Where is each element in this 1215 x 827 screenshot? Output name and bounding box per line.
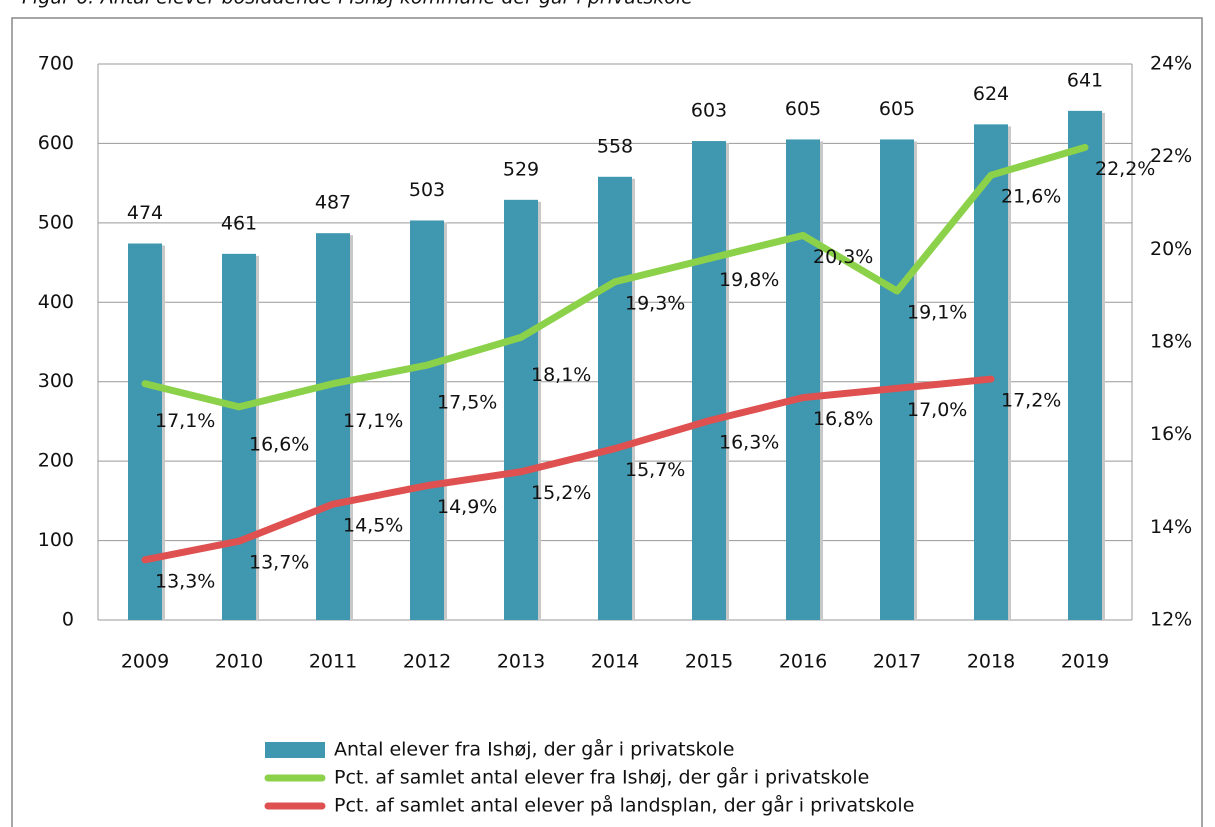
legend-label: Pct. af samlet antal elever på landsplan… (334, 794, 914, 817)
bar-value-label: 474 (127, 202, 163, 224)
bar (974, 124, 1008, 620)
y-tick-label: 400 (38, 291, 74, 313)
y-tick-label: 500 (38, 211, 74, 233)
line (141, 143, 1089, 411)
bar (692, 141, 726, 620)
bar (316, 233, 350, 620)
y2-tick-label: 22% (1150, 145, 1192, 167)
bar-value-label: 503 (409, 179, 445, 201)
line-value-label: 21,6% (1001, 186, 1061, 208)
x-tick-label: 2017 (873, 651, 921, 673)
line-value-label: 17,2% (1001, 390, 1061, 412)
bar (786, 139, 820, 620)
y-tick-label: 200 (38, 450, 74, 472)
line-value-label: 17,0% (907, 399, 967, 421)
bar (880, 139, 914, 620)
bar (504, 199, 538, 620)
legend-label: Antal elever fra Ishøj, der går i privat… (334, 738, 734, 761)
x-tick-label: 2013 (497, 651, 545, 673)
y2-tick-label: 14% (1150, 516, 1192, 538)
y-tick-label: 700 (38, 53, 74, 75)
bar-value-label: 605 (879, 98, 915, 120)
legend-label: Pct. af samlet antal elever fra Ishøj, d… (334, 766, 869, 789)
x-tick-label: 2011 (309, 651, 357, 673)
x-tick-label: 2015 (685, 651, 733, 673)
line-value-label: 15,2% (531, 482, 591, 504)
line-value-label: 17,5% (437, 392, 497, 414)
bar-value-label: 605 (785, 98, 821, 120)
x-tick-label: 2010 (215, 651, 263, 673)
line-value-label: 13,3% (155, 570, 215, 592)
bar-value-label: 529 (503, 158, 539, 180)
line-value-label: 16,3% (719, 431, 779, 453)
bar (222, 253, 256, 620)
y-tick-label: 300 (38, 370, 74, 392)
line-value-label: 15,7% (625, 459, 685, 481)
line-value-label: 17,1% (343, 410, 403, 432)
y2-tick-label: 16% (1150, 423, 1192, 445)
line-value-label: 19,8% (719, 269, 779, 291)
line-value-label: 22,2% (1095, 158, 1155, 180)
bar-value-label: 487 (315, 192, 351, 214)
y2-tick-label: 20% (1150, 238, 1192, 260)
bar (598, 176, 632, 620)
bar (1068, 110, 1102, 620)
line-value-label: 19,3% (625, 292, 685, 314)
line-value-label: 20,3% (813, 246, 873, 268)
line (141, 375, 995, 564)
bar-value-label: 558 (597, 135, 633, 157)
bar-value-label: 641 (1067, 69, 1103, 91)
line-value-label: 16,6% (249, 433, 309, 455)
bar-value-label: 461 (221, 212, 257, 234)
y2-tick-label: 18% (1150, 331, 1192, 353)
y-tick-label: 600 (38, 132, 74, 154)
bar (410, 220, 444, 620)
line-value-label: 18,1% (531, 364, 591, 386)
bar-value-label: 624 (973, 83, 1009, 105)
bar-value-label: 603 (691, 100, 727, 122)
y2-tick-label: 12% (1150, 609, 1192, 631)
chart-border (11, 17, 1203, 827)
y2-tick-label: 24% (1150, 53, 1192, 75)
line-value-label: 14,5% (343, 515, 403, 537)
y-tick-label: 0 (62, 609, 74, 631)
x-tick-label: 2009 (121, 651, 169, 673)
x-tick-label: 2019 (1061, 651, 1109, 673)
line-value-label: 19,1% (907, 302, 967, 324)
line-value-label: 13,7% (249, 552, 309, 574)
line-value-label: 16,8% (813, 408, 873, 430)
x-tick-label: 2012 (403, 651, 451, 673)
x-tick-label: 2014 (591, 651, 639, 673)
y-tick-label: 100 (38, 529, 74, 551)
line-value-label: 14,9% (437, 496, 497, 518)
legend-swatch (265, 742, 325, 758)
chart-title: Figur 6: Antal elever bosiddende i Ishøj… (22, 0, 693, 9)
line-value-label: 17,1% (155, 410, 215, 432)
x-tick-label: 2018 (967, 651, 1015, 673)
x-tick-label: 2016 (779, 651, 827, 673)
